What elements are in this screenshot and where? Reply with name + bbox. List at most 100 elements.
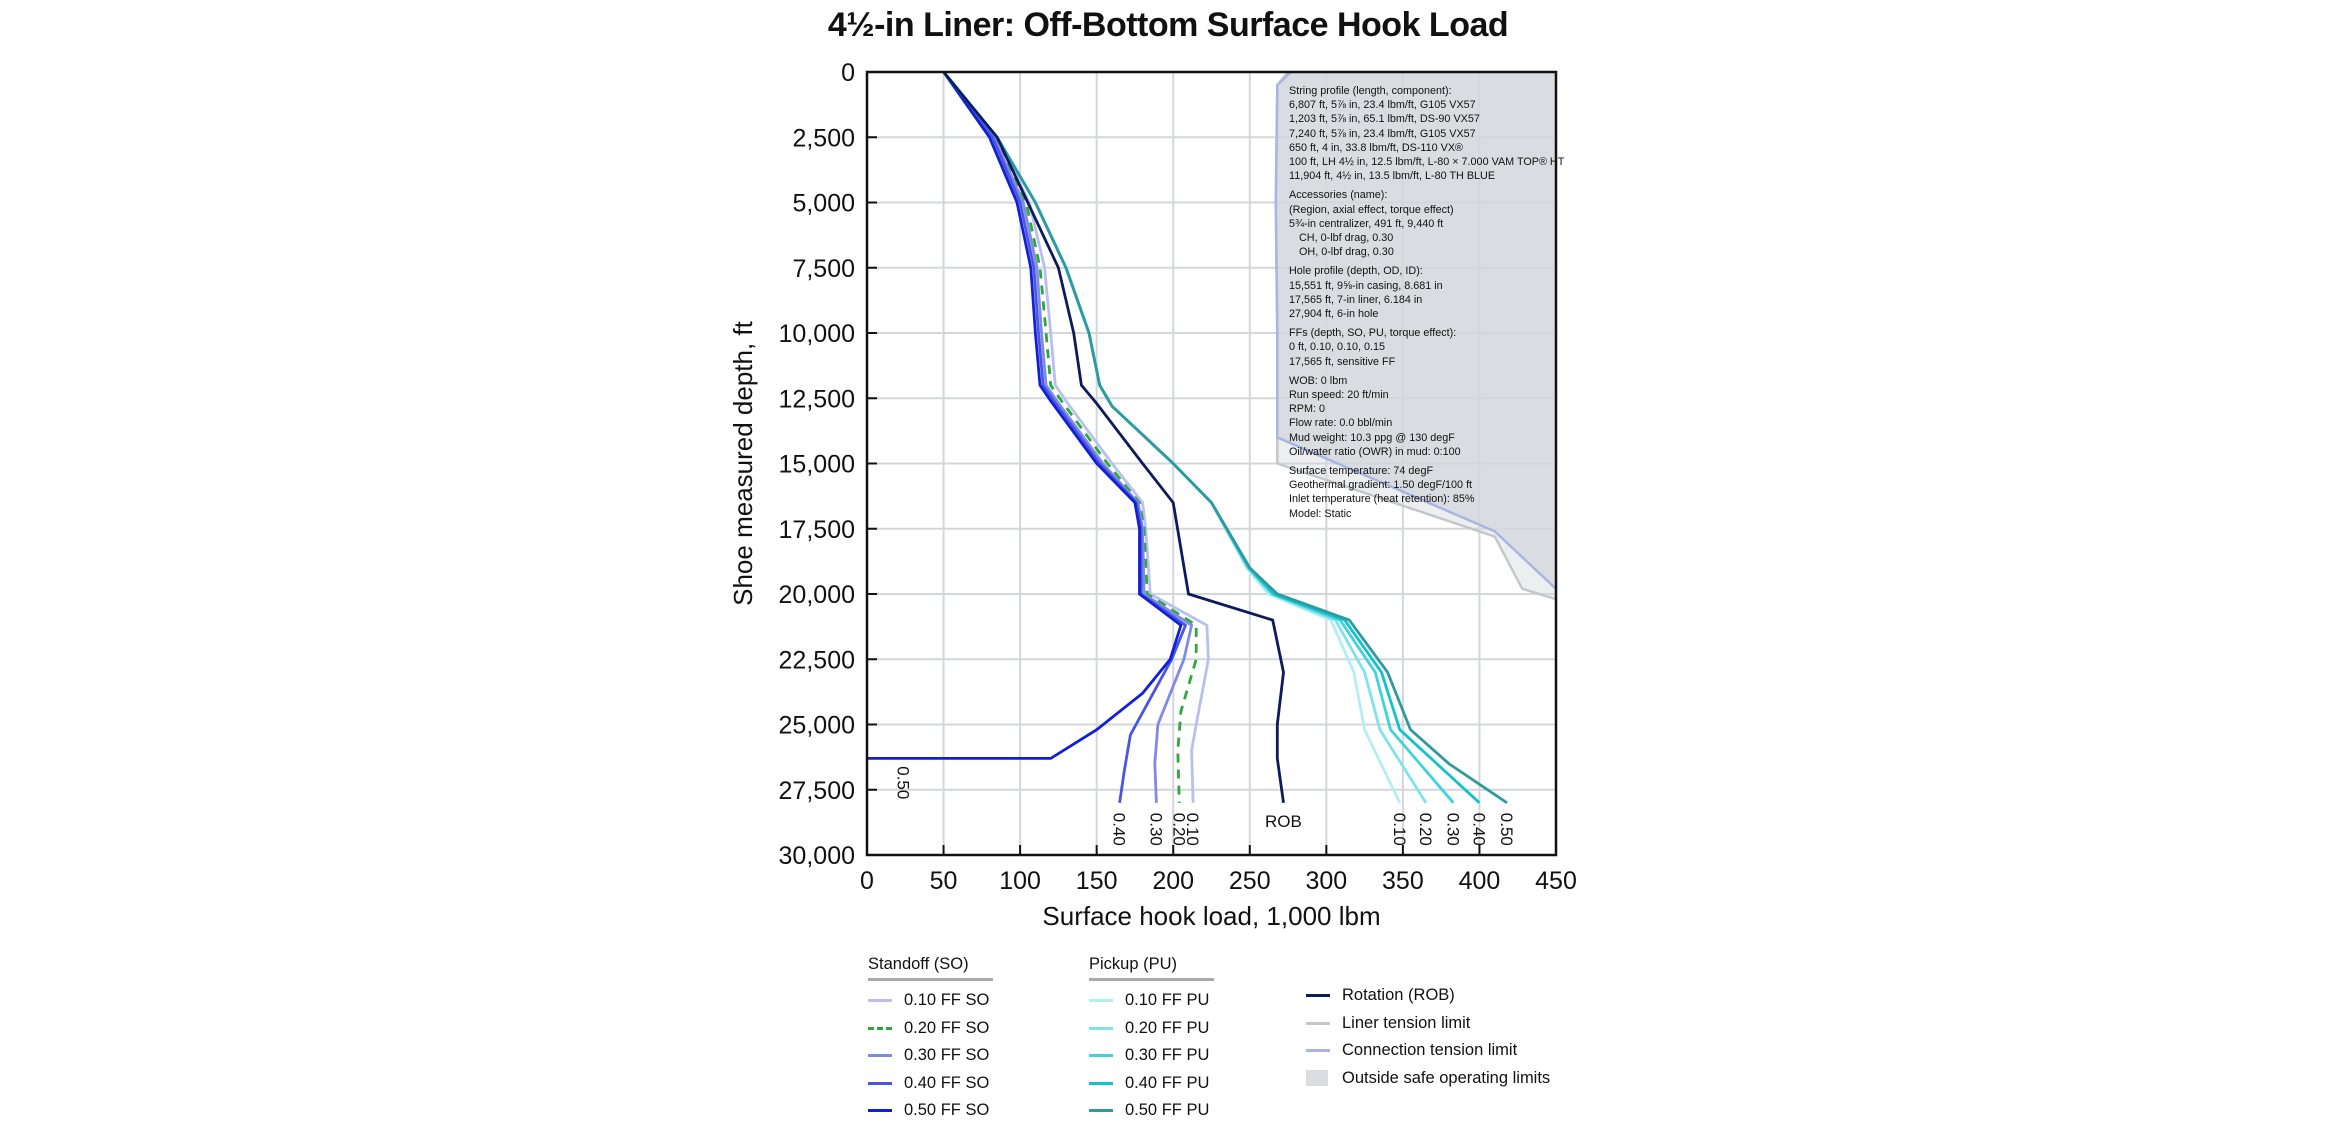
legend-label: Liner tension limit [1342,1013,1471,1032]
hole-profile-line: 27,904 ft, 6-in hole [1289,308,1379,321]
legend-swatch-line [868,1109,892,1113]
accessories-header: Accessories (name): [1289,189,1388,202]
legend-swatch-line [1306,1021,1330,1025]
x-tick-label: 100 [999,867,1041,895]
series-0-10-ff-so [942,72,1210,803]
y-tick-label: 7,500 [792,255,855,283]
series-end-label: 0.10 [1390,813,1409,846]
legend-swatch-line [1306,994,1330,998]
operating-line: Oil/water ratio (OWR) in mud: 0:100 [1289,445,1461,458]
legend-label: 0.30 FF PU [1125,1046,1210,1065]
series-0-20-ff-so [942,72,1198,803]
legend-label: 0.50 FF SO [904,1101,990,1120]
thermal-line: Inlet temperature (heat retention): 85% [1289,493,1475,506]
operating-line: RPM: 0 [1289,403,1325,416]
legend-label: Rotation (ROB) [1342,986,1455,1005]
string-profile-line: 650 ft, 4 in, 33.8 lbm/ft, DS-110 VX® [1289,141,1463,154]
y-tick-label: 17,500 [779,516,855,544]
legend-item-pickup: 0.30 FF PU [1089,1042,1214,1070]
ffs-header: FFs (depth, SO, PU, torque effect): [1289,327,1457,340]
string-profile-line: 100 ft, LH 4½ in, 12.5 lbm/ft, L-80 × 7.… [1289,156,1565,169]
thermal-line: Model: Static [1289,507,1352,520]
y-tick-label: 5,000 [792,190,855,218]
thermal-block: Surface temperature: 74 degF Geothermal … [1289,464,1564,521]
series-0-50-ff-so [867,72,1183,760]
legend-item-pickup: 0.20 FF PU [1089,1015,1214,1043]
outside-safe-limits-region [1275,72,1556,589]
string-profile-line: 11,904 ft, 4½ in, 13.5 lbm/ft, L-80 TH B… [1289,170,1496,183]
accessories-block: Accessories (name): (Region, axial effec… [1289,188,1564,259]
hole-profile-line: 17,565 ft, 7-in liner, 6.184 in [1289,293,1423,306]
legend-swatch-box [1306,1070,1328,1087]
legend-label: 0.20 FF PU [1125,1018,1210,1037]
legend-swatch-line [1089,1109,1113,1113]
legend-pickup: Pickup (PU) 0.10 FF PU 0.20 FF PU 0.30 FF … [1089,955,1214,1125]
hole-profile-line: 15,551 ft, 9⅝-in casing, 8.681 in [1289,279,1443,292]
string-profile-header: String profile (length, component): [1289,85,1452,97]
x-tick-label: 150 [1076,867,1118,895]
thermal-line: Geothermal gradient: 1.50 degF/100 ft [1289,479,1473,492]
legend-swatch-line [1306,1049,1330,1053]
legend-label: 0.40 FF SO [904,1073,990,1092]
legend-swatch-line [868,1081,892,1085]
parameters-annotation: String profile (length, component): 6,80… [1289,84,1564,526]
operating-line: WOB: 0 lbm [1289,374,1348,387]
string-profile-line: 6,807 ft, 5⅞ in, 23.4 lbm/ft, G105 VX57 [1289,99,1476,112]
accessories-line: OH, 0-lbf drag, 0.30 [1299,246,1394,259]
legend-item-other: Connection tension limit [1306,1037,1550,1065]
string-profile-block: String profile (length, component): 6,80… [1289,84,1564,183]
series-end-label: 0.30 [1146,813,1165,846]
legend-label: Connection tension limit [1342,1041,1518,1060]
ffs-block: FFs (depth, SO, PU, torque effect): 0 ft… [1289,326,1564,369]
series-end-label: 0.40 [1469,813,1488,846]
y-tick-label: 27,500 [779,777,855,805]
x-tick-label: 300 [1305,867,1347,895]
x-tick-label: 50 [930,867,958,895]
legend-standoff: Standoff (SO) 0.10 FF SO 0.20 FF SO 0.30 F… [868,955,993,1125]
operating-line: Mud weight: 10.3 ppg @ 130 degF [1289,431,1455,444]
accessories-line: (Region, axial effect, torque effect) [1289,203,1454,216]
x-tick-label: 400 [1459,867,1501,895]
y-tick-label: 0 [841,59,855,87]
legend-label: Outside safe operating limits [1342,1068,1551,1087]
ffs-line: 17,565 ft, sensitive FF [1289,355,1396,368]
ffs-line: 0 ft, 0.10, 0.10, 0.15 [1289,341,1386,354]
y-axis-label: Shoe measured depth, ft [728,320,758,606]
y-tick-label: 22,500 [779,646,855,674]
legend-item-standoff: 0.10 FF SO [868,987,993,1015]
accessories-line: CH, 0-lbf drag, 0.30 [1299,232,1394,245]
thermal-line: Surface temperature: 74 degF [1289,465,1434,478]
hole-profile-header: Hole profile (depth, OD, ID): [1289,265,1423,278]
series-end-label: ROB [1265,812,1302,831]
series-end-label: 0.50 [894,766,913,799]
string-profile-line: 7,240 ft, 5⅞ in, 23.4 lbm/ft, G105 VX57 [1289,127,1476,140]
legend-item-standoff: 0.50 FF SO [868,1097,993,1125]
legend-label: 0.20 FF SO [904,1018,990,1037]
y-tick-label: 30,000 [779,842,855,870]
y-tick-label: 2,500 [792,124,855,152]
legend-swatch-line [1089,999,1113,1003]
x-axis-label: Surface hook load, 1,000 lbm [1042,901,1380,931]
x-tick-label: 250 [1229,867,1271,895]
chart-title: 4½-in Liner: Off-Bottom Surface Hook Loa… [827,6,1509,44]
x-tick-label: 0 [860,867,874,895]
series-end-label: 0.20 [1169,813,1188,846]
hole-profile-block: Hole profile (depth, OD, ID): 15,551 ft,… [1289,264,1564,321]
legend-swatch-line [868,1054,892,1058]
series-end-label: 0.30 [1443,813,1462,846]
series-0-50-ff-pu [942,72,1508,804]
string-profile-line: 1,203 ft, 5⅞ in, 65.1 lbm/ft, DS-90 VX57 [1289,113,1480,126]
series-rotation-rob- [942,72,1285,803]
series-end-label: 0.10 [1183,813,1202,846]
series-end-label: 0.20 [1416,813,1435,846]
legend-swatch-line [1089,1026,1113,1030]
legend-label: 0.10 FF PU [1125,991,1210,1010]
legend-swatch-line [1089,1054,1113,1058]
operating-line: Run speed: 20 ft/min [1289,389,1389,402]
series-0-40-ff-so [942,72,1188,804]
y-tick-label: 15,000 [779,451,855,479]
legend-item-pickup: 0.50 FF PU [1089,1097,1214,1125]
legend-swatch-line [868,999,892,1003]
operating-block: WOB: 0 lbm Run speed: 20 ft/min RPM: 0 F… [1289,374,1564,459]
